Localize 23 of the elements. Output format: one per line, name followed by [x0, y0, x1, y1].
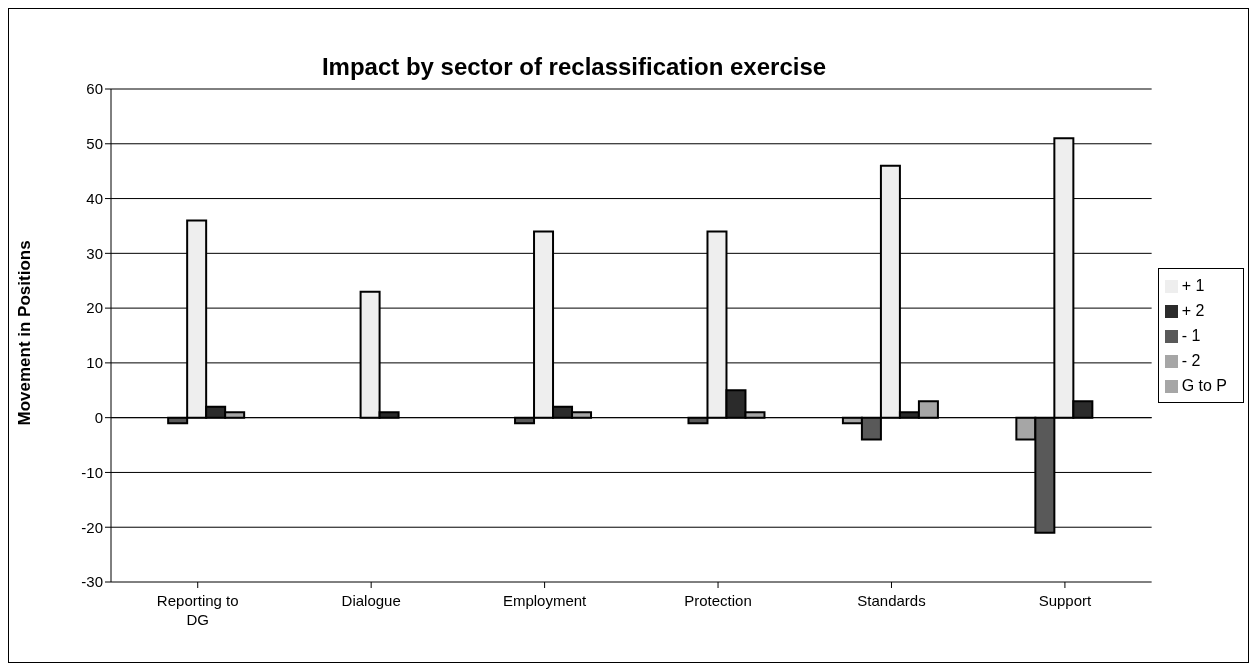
y-tick-label: -30 — [81, 573, 103, 591]
y-axis-title: Movement in Positions — [15, 240, 35, 426]
legend-label: G to P — [1181, 377, 1227, 394]
legend-label: - 2 — [1181, 352, 1201, 369]
y-tick-label: -20 — [81, 518, 103, 536]
chart-title: Impact by sector of reclassification exercise — [320, 53, 828, 81]
y-tick-label: 20 — [86, 299, 103, 317]
y-tick-label: 10 — [86, 354, 103, 372]
x-tick-label: Standards — [857, 592, 926, 609]
legend-label: - 1 — [1181, 327, 1201, 344]
y-tick-label: 40 — [86, 189, 103, 207]
x-tick-label: Employment — [502, 592, 588, 609]
y-tick-label: 60 — [86, 80, 103, 98]
y-tick-label: 50 — [86, 135, 103, 153]
legend-label: + 1 — [1181, 277, 1205, 294]
x-tick-label: Reporting to DG — [156, 592, 239, 628]
y-tick-label: 0 — [94, 408, 103, 426]
y-tick-label: -10 — [81, 463, 103, 481]
x-tick-label: Dialogue — [341, 592, 401, 609]
x-tick-label: Protection — [684, 592, 752, 609]
x-tick-label: Support — [1038, 592, 1093, 609]
legend-label: + 2 — [1181, 302, 1205, 319]
y-tick-label: 30 — [86, 244, 103, 262]
